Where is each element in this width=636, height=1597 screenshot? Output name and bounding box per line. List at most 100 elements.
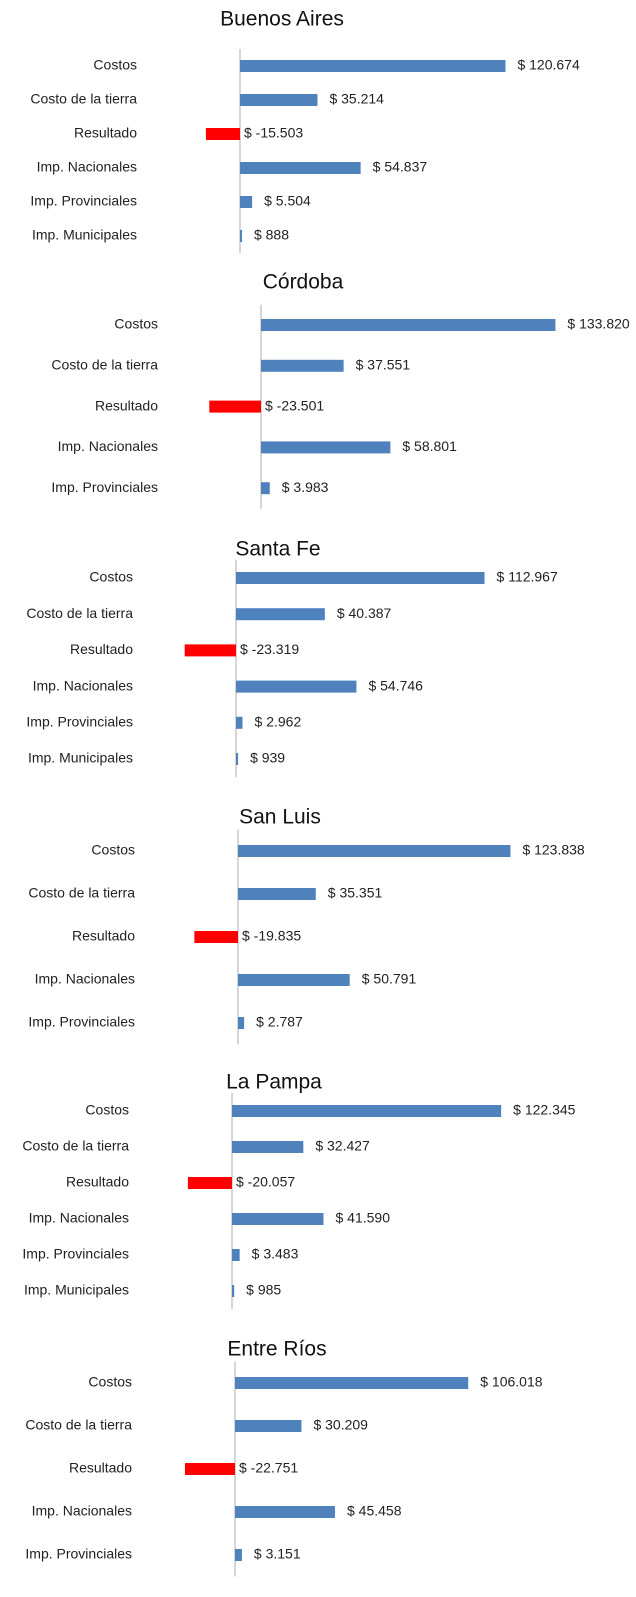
category-label: Imp. Provinciales — [30, 193, 137, 209]
bar — [238, 1017, 245, 1029]
value-label: $ 54.746 — [368, 677, 423, 693]
bar — [238, 974, 350, 986]
bar — [209, 400, 261, 413]
category-label: Costos — [85, 1102, 129, 1118]
value-label: $ 106.018 — [480, 1374, 542, 1390]
value-label: $ 939 — [250, 750, 285, 766]
value-label: $ 3.151 — [254, 1546, 301, 1562]
value-label: $ 120.674 — [517, 57, 579, 73]
value-label: $ 123.838 — [522, 842, 584, 858]
value-label: $ 35.214 — [329, 91, 384, 107]
category-label: Resultado — [74, 125, 137, 141]
category-label: Imp. Nacionales — [33, 677, 133, 693]
bar — [232, 1285, 235, 1297]
bar — [232, 1141, 304, 1153]
value-label: $ 45.458 — [347, 1503, 402, 1519]
category-label: Resultado — [95, 397, 158, 413]
bar — [184, 1463, 235, 1475]
chart-title: San Luis — [239, 806, 321, 829]
bar — [261, 319, 556, 331]
value-label: $ 35.351 — [328, 885, 383, 901]
bar — [236, 608, 325, 621]
value-label: $ 2.962 — [255, 714, 302, 730]
bar — [240, 60, 506, 72]
category-label: Imp. Nacionales — [32, 1503, 132, 1519]
category-label: Costos — [114, 316, 158, 332]
value-label: $ -23.501 — [265, 397, 324, 413]
value-label: $ 122.345 — [513, 1102, 575, 1118]
value-label: $ 133.820 — [567, 316, 629, 332]
category-label: Imp. Nacionales — [29, 1210, 129, 1226]
bar — [184, 644, 236, 657]
bar — [235, 1549, 242, 1561]
value-label: $ -20.057 — [236, 1174, 295, 1190]
category-label: Imp. Provinciales — [25, 1546, 132, 1562]
chart-title: Santa Fe — [235, 538, 320, 561]
chart-title: La Pampa — [226, 1071, 322, 1094]
value-label: $ -19.835 — [242, 928, 301, 944]
category-label: Costo de la tierra — [22, 1138, 129, 1154]
category-label: Imp. Municipales — [24, 1282, 129, 1298]
bar — [232, 1249, 240, 1261]
bar — [205, 128, 240, 140]
bar — [236, 680, 357, 693]
bar — [187, 1177, 232, 1189]
bar — [236, 716, 243, 729]
bar — [240, 230, 242, 242]
category-label: Imp. Provinciales — [51, 479, 158, 495]
bar — [236, 753, 239, 765]
category-label: Resultado — [66, 1174, 129, 1190]
category-label: Imp. Nacionales — [35, 971, 135, 987]
bar — [232, 1213, 324, 1225]
bar — [240, 196, 253, 208]
category-label: Imp. Municipales — [32, 227, 137, 243]
bar — [238, 845, 511, 857]
bar — [235, 1377, 469, 1389]
category-label: Resultado — [72, 928, 135, 944]
category-label: Costo de la tierra — [28, 885, 135, 901]
bar — [235, 1506, 336, 1518]
value-label: $ 888 — [254, 227, 289, 243]
bar — [240, 94, 318, 106]
value-label: $ 54.837 — [373, 159, 428, 175]
value-label: $ 40.387 — [337, 605, 392, 621]
value-label: $ 3.983 — [282, 479, 329, 495]
category-label: Costos — [88, 1374, 132, 1390]
bar — [238, 888, 316, 900]
chart-title: Entre Ríos — [227, 1338, 326, 1361]
value-label: $ 112.967 — [497, 569, 558, 585]
value-label: $ 37.551 — [356, 357, 411, 373]
value-label: $ 32.427 — [315, 1138, 370, 1154]
bar — [261, 359, 344, 372]
bar — [240, 162, 361, 174]
category-label: Imp. Provinciales — [26, 714, 133, 730]
category-label: Imp. Nacionales — [58, 438, 158, 454]
bar — [236, 572, 485, 584]
category-label: Imp. Provinciales — [28, 1014, 135, 1030]
category-label: Costos — [93, 57, 137, 73]
category-label: Costo de la tierra — [51, 357, 158, 373]
value-label: $ 50.791 — [362, 971, 417, 987]
category-label: Costo de la tierra — [25, 1417, 132, 1433]
bar — [261, 482, 270, 495]
bar — [194, 931, 238, 943]
value-label: $ -22.751 — [239, 1460, 298, 1476]
category-label: Costos — [91, 842, 135, 858]
value-label: $ 58.801 — [402, 438, 457, 454]
category-label: Costo de la tierra — [26, 605, 133, 621]
value-label: $ 41.590 — [335, 1210, 390, 1226]
category-label: Resultado — [70, 641, 133, 657]
value-label: $ -15.503 — [244, 125, 303, 141]
category-label: Costo de la tierra — [30, 91, 137, 107]
bar — [232, 1105, 502, 1117]
value-label: $ 985 — [246, 1282, 281, 1298]
value-label: $ 30.209 — [313, 1417, 368, 1433]
category-label: Resultado — [69, 1460, 132, 1476]
chart-title: Buenos Aires — [220, 8, 344, 31]
value-label: $ 2.787 — [256, 1014, 303, 1030]
value-label: $ -23.319 — [240, 641, 299, 657]
category-label: Imp. Provinciales — [22, 1246, 129, 1262]
value-label: $ 5.504 — [264, 193, 311, 209]
bar — [235, 1420, 302, 1432]
